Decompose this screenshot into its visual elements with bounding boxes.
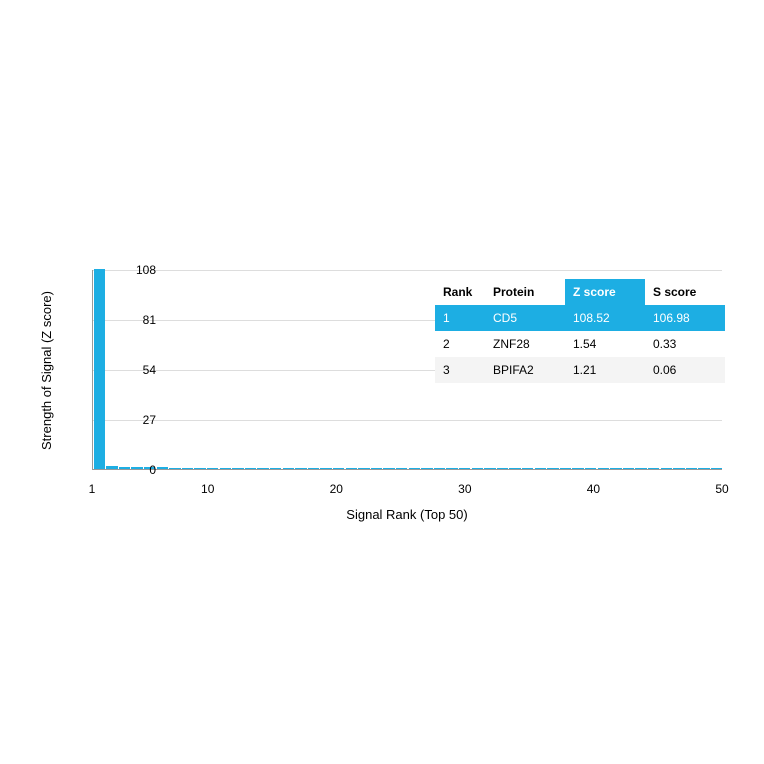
table-cell-rank: 2 (435, 331, 485, 357)
bar (157, 467, 168, 469)
bar (346, 468, 357, 469)
bar (421, 468, 432, 469)
bar (509, 468, 520, 469)
signal-table: RankProteinZ scoreS score 1CD5108.52106.… (435, 279, 725, 383)
bar (560, 468, 571, 469)
bar (358, 468, 369, 469)
y-tick-label: 108 (116, 263, 156, 277)
table-header-z: Z score (565, 279, 645, 305)
bar (283, 468, 294, 469)
bar (270, 468, 281, 469)
bar (497, 468, 508, 469)
bar (585, 468, 596, 469)
bar (94, 269, 105, 469)
x-axis-title: Signal Rank (Top 50) (92, 507, 722, 522)
bar (396, 468, 407, 469)
bar (232, 468, 243, 469)
bar (220, 468, 231, 469)
table-cell-z: 1.54 (565, 331, 645, 357)
table-header-row: RankProteinZ scoreS score (435, 279, 725, 305)
gridline (93, 420, 722, 421)
y-tick-label: 27 (116, 413, 156, 427)
y-tick-label: 81 (116, 313, 156, 327)
figure-canvas: Strength of Signal (Z score) 0275481108 … (0, 0, 764, 764)
bar (610, 468, 621, 469)
table-cell-z: 108.52 (565, 305, 645, 331)
bar (484, 468, 495, 469)
bar (623, 468, 634, 469)
bar (207, 468, 218, 469)
bar (169, 468, 180, 469)
bar (333, 468, 344, 469)
table-cell-z: 1.21 (565, 357, 645, 383)
bar (648, 468, 659, 469)
y-axis-title-text: Strength of Signal (Z score) (39, 291, 54, 450)
table-row: 3BPIFA21.210.06 (435, 357, 725, 383)
x-tick-label: 40 (587, 482, 600, 496)
table-body: 1CD5108.52106.982ZNF281.540.333BPIFA21.2… (435, 305, 725, 383)
table-row: 1CD5108.52106.98 (435, 305, 725, 331)
bar (320, 468, 331, 469)
x-tick-label: 10 (201, 482, 214, 496)
table-cell-s: 0.06 (645, 357, 725, 383)
table-header-rank: Rank (435, 279, 485, 305)
table-header-s: S score (645, 279, 725, 305)
bar (598, 468, 609, 469)
bar (383, 468, 394, 469)
bar (522, 468, 533, 469)
table-cell-s: 0.33 (645, 331, 725, 357)
bar (308, 468, 319, 469)
x-tick-label: 50 (715, 482, 728, 496)
x-tick-label: 20 (330, 482, 343, 496)
x-tick-label: 1 (89, 482, 96, 496)
bar (661, 468, 672, 469)
bar (371, 468, 382, 469)
bar (635, 468, 646, 469)
table-cell-rank: 3 (435, 357, 485, 383)
y-axis-title: Strength of Signal (Z score) (36, 270, 56, 470)
bar (194, 468, 205, 469)
bar (245, 468, 256, 469)
table-cell-protein: BPIFA2 (485, 357, 565, 383)
bar (295, 468, 306, 469)
bar (409, 468, 420, 469)
bar (257, 468, 268, 469)
y-tick-label: 54 (116, 363, 156, 377)
bar (698, 468, 709, 469)
bar (472, 468, 483, 469)
bar (686, 468, 697, 469)
bar (711, 468, 722, 469)
table-header-protein: Protein (485, 279, 565, 305)
bar (535, 468, 546, 469)
table-cell-s: 106.98 (645, 305, 725, 331)
table-row: 2ZNF281.540.33 (435, 331, 725, 357)
table-cell-protein: CD5 (485, 305, 565, 331)
bar (446, 468, 457, 469)
bar (459, 468, 470, 469)
table-cell-protein: ZNF28 (485, 331, 565, 357)
y-tick-label: 0 (116, 463, 156, 477)
bar (673, 468, 684, 469)
bar (572, 468, 583, 469)
bar (547, 468, 558, 469)
table-cell-rank: 1 (435, 305, 485, 331)
bar (182, 468, 193, 469)
bar (434, 468, 445, 469)
x-tick-label: 30 (458, 482, 471, 496)
gridline (93, 270, 722, 271)
